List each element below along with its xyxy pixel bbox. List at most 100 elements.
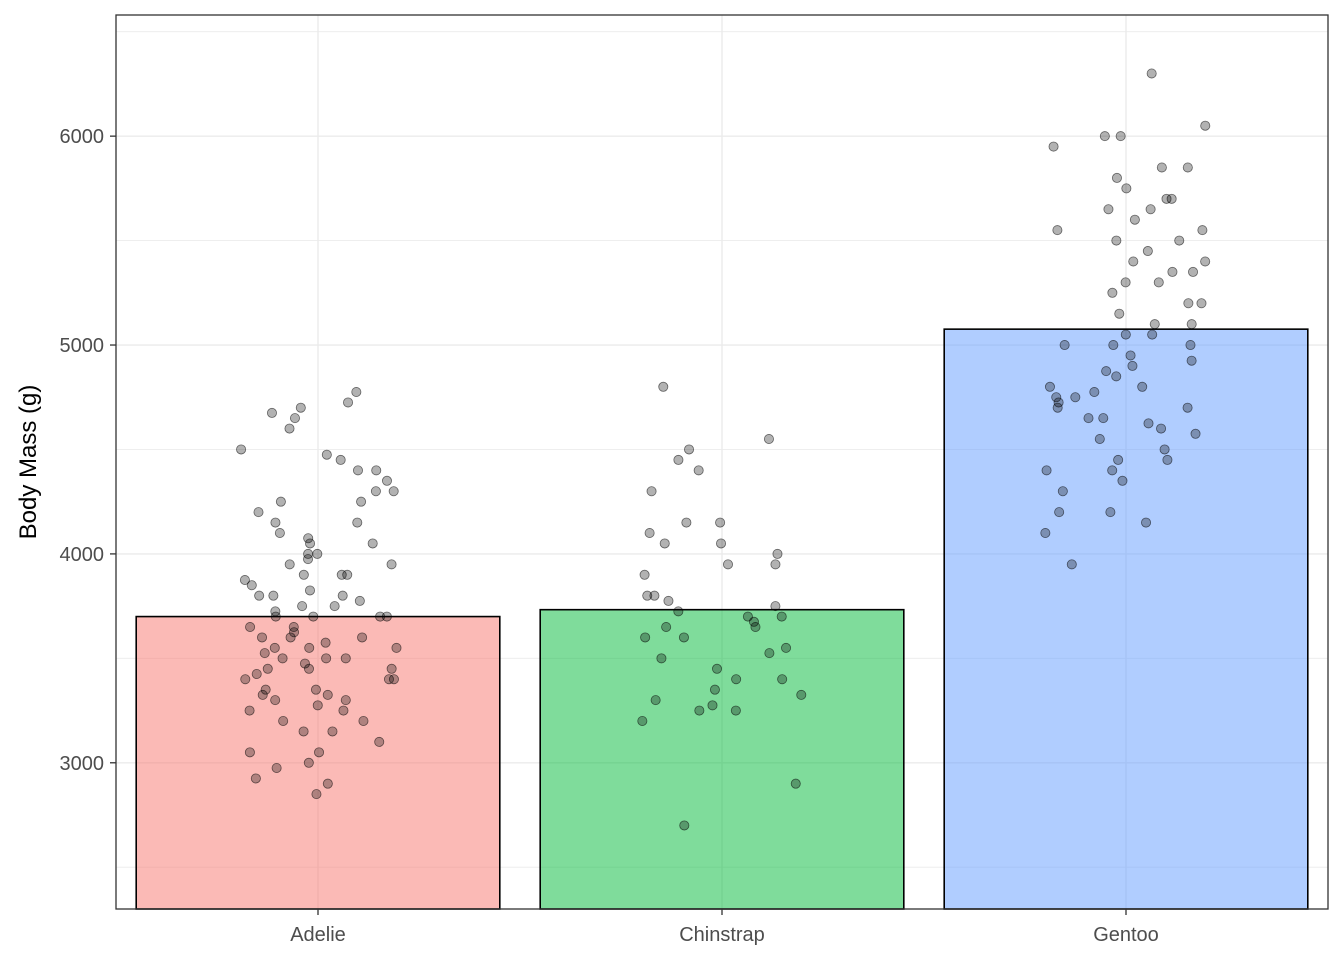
data-point [303, 757, 314, 768]
data-point [354, 595, 365, 606]
data-point [322, 778, 333, 789]
data-point [320, 637, 331, 648]
data-point [266, 407, 277, 418]
data-point [1128, 256, 1139, 267]
data-point [1137, 381, 1148, 392]
data-point [1089, 387, 1100, 398]
data-point [639, 569, 650, 580]
data-point [1182, 402, 1193, 413]
data-point [236, 444, 247, 455]
data-point [289, 627, 300, 638]
data-point [327, 726, 338, 737]
data-point [1190, 428, 1201, 439]
data-point [260, 684, 271, 695]
data-point [340, 695, 351, 706]
data-point [1040, 528, 1051, 539]
data-point [681, 517, 692, 528]
data-point [1120, 329, 1131, 340]
data-point [764, 648, 775, 659]
data-point [1188, 266, 1199, 277]
data-point [321, 449, 332, 460]
data-point [1044, 381, 1055, 392]
data-point [781, 642, 792, 653]
data-point [1197, 225, 1208, 236]
data-point [329, 601, 340, 612]
data-point [356, 496, 367, 507]
data-point [1167, 266, 1178, 277]
data-point [321, 653, 332, 664]
data-point [1156, 162, 1167, 173]
data-point [731, 674, 742, 685]
data-point [1142, 246, 1153, 257]
data-point [270, 606, 281, 617]
data-point [288, 622, 299, 633]
data-point [1052, 225, 1063, 236]
data-point [1057, 486, 1068, 497]
data-point [1111, 371, 1122, 382]
data-point [391, 642, 402, 653]
data-point [284, 559, 295, 570]
data-point [239, 575, 250, 586]
data-point [370, 486, 381, 497]
data-point [1147, 329, 1158, 340]
data-point [770, 601, 781, 612]
data-point [1186, 355, 1197, 366]
data-point [388, 674, 399, 685]
data-point [312, 700, 323, 711]
data-point [314, 747, 325, 758]
data-point [269, 642, 280, 653]
y-axis: 3000 4000 5000 6000 [60, 126, 116, 775]
data-point [367, 538, 378, 549]
bar-adelie [135, 615, 501, 910]
data-point [277, 653, 288, 664]
data-point [245, 622, 256, 633]
data-point [722, 559, 733, 570]
data-point [663, 595, 674, 606]
data-point [1099, 131, 1110, 142]
data-point [1129, 214, 1140, 225]
data-point [343, 397, 354, 408]
data-point [386, 559, 397, 570]
data-point [337, 590, 348, 601]
data-point [338, 705, 349, 716]
data-point [661, 622, 672, 633]
data-point [1111, 235, 1122, 246]
data-point [1070, 392, 1081, 403]
data-point [303, 554, 314, 565]
data-point [351, 387, 362, 398]
data-point [776, 611, 787, 622]
data-point [271, 763, 282, 774]
data-point [1200, 120, 1211, 131]
data-point [679, 820, 690, 831]
data-point [777, 674, 788, 685]
data-point [297, 601, 308, 612]
data-point [374, 736, 385, 747]
data-point [1059, 340, 1070, 351]
bar-gentoo [943, 328, 1309, 910]
data-point [371, 465, 382, 476]
data-point [304, 585, 315, 596]
data-point [1048, 141, 1059, 152]
data-point [1186, 319, 1197, 330]
data-point [304, 642, 315, 653]
data-point [1149, 319, 1160, 330]
y-tick-label: 4000 [60, 544, 105, 566]
data-point [712, 663, 723, 674]
data-point [730, 705, 741, 716]
data-point [1145, 204, 1156, 215]
data-point [707, 700, 718, 711]
data-point [1107, 465, 1118, 476]
y-tick-label: 6000 [60, 126, 105, 148]
data-point [684, 444, 695, 455]
data-point [311, 789, 322, 800]
data-point [308, 611, 319, 622]
data-point [352, 517, 363, 528]
data-point [1101, 366, 1112, 377]
data-point [763, 434, 774, 445]
data-point [386, 663, 397, 674]
data-point [342, 569, 353, 580]
data-point [298, 726, 309, 737]
data-point [1115, 131, 1126, 142]
data-point [305, 538, 316, 549]
data-point [1174, 235, 1185, 246]
